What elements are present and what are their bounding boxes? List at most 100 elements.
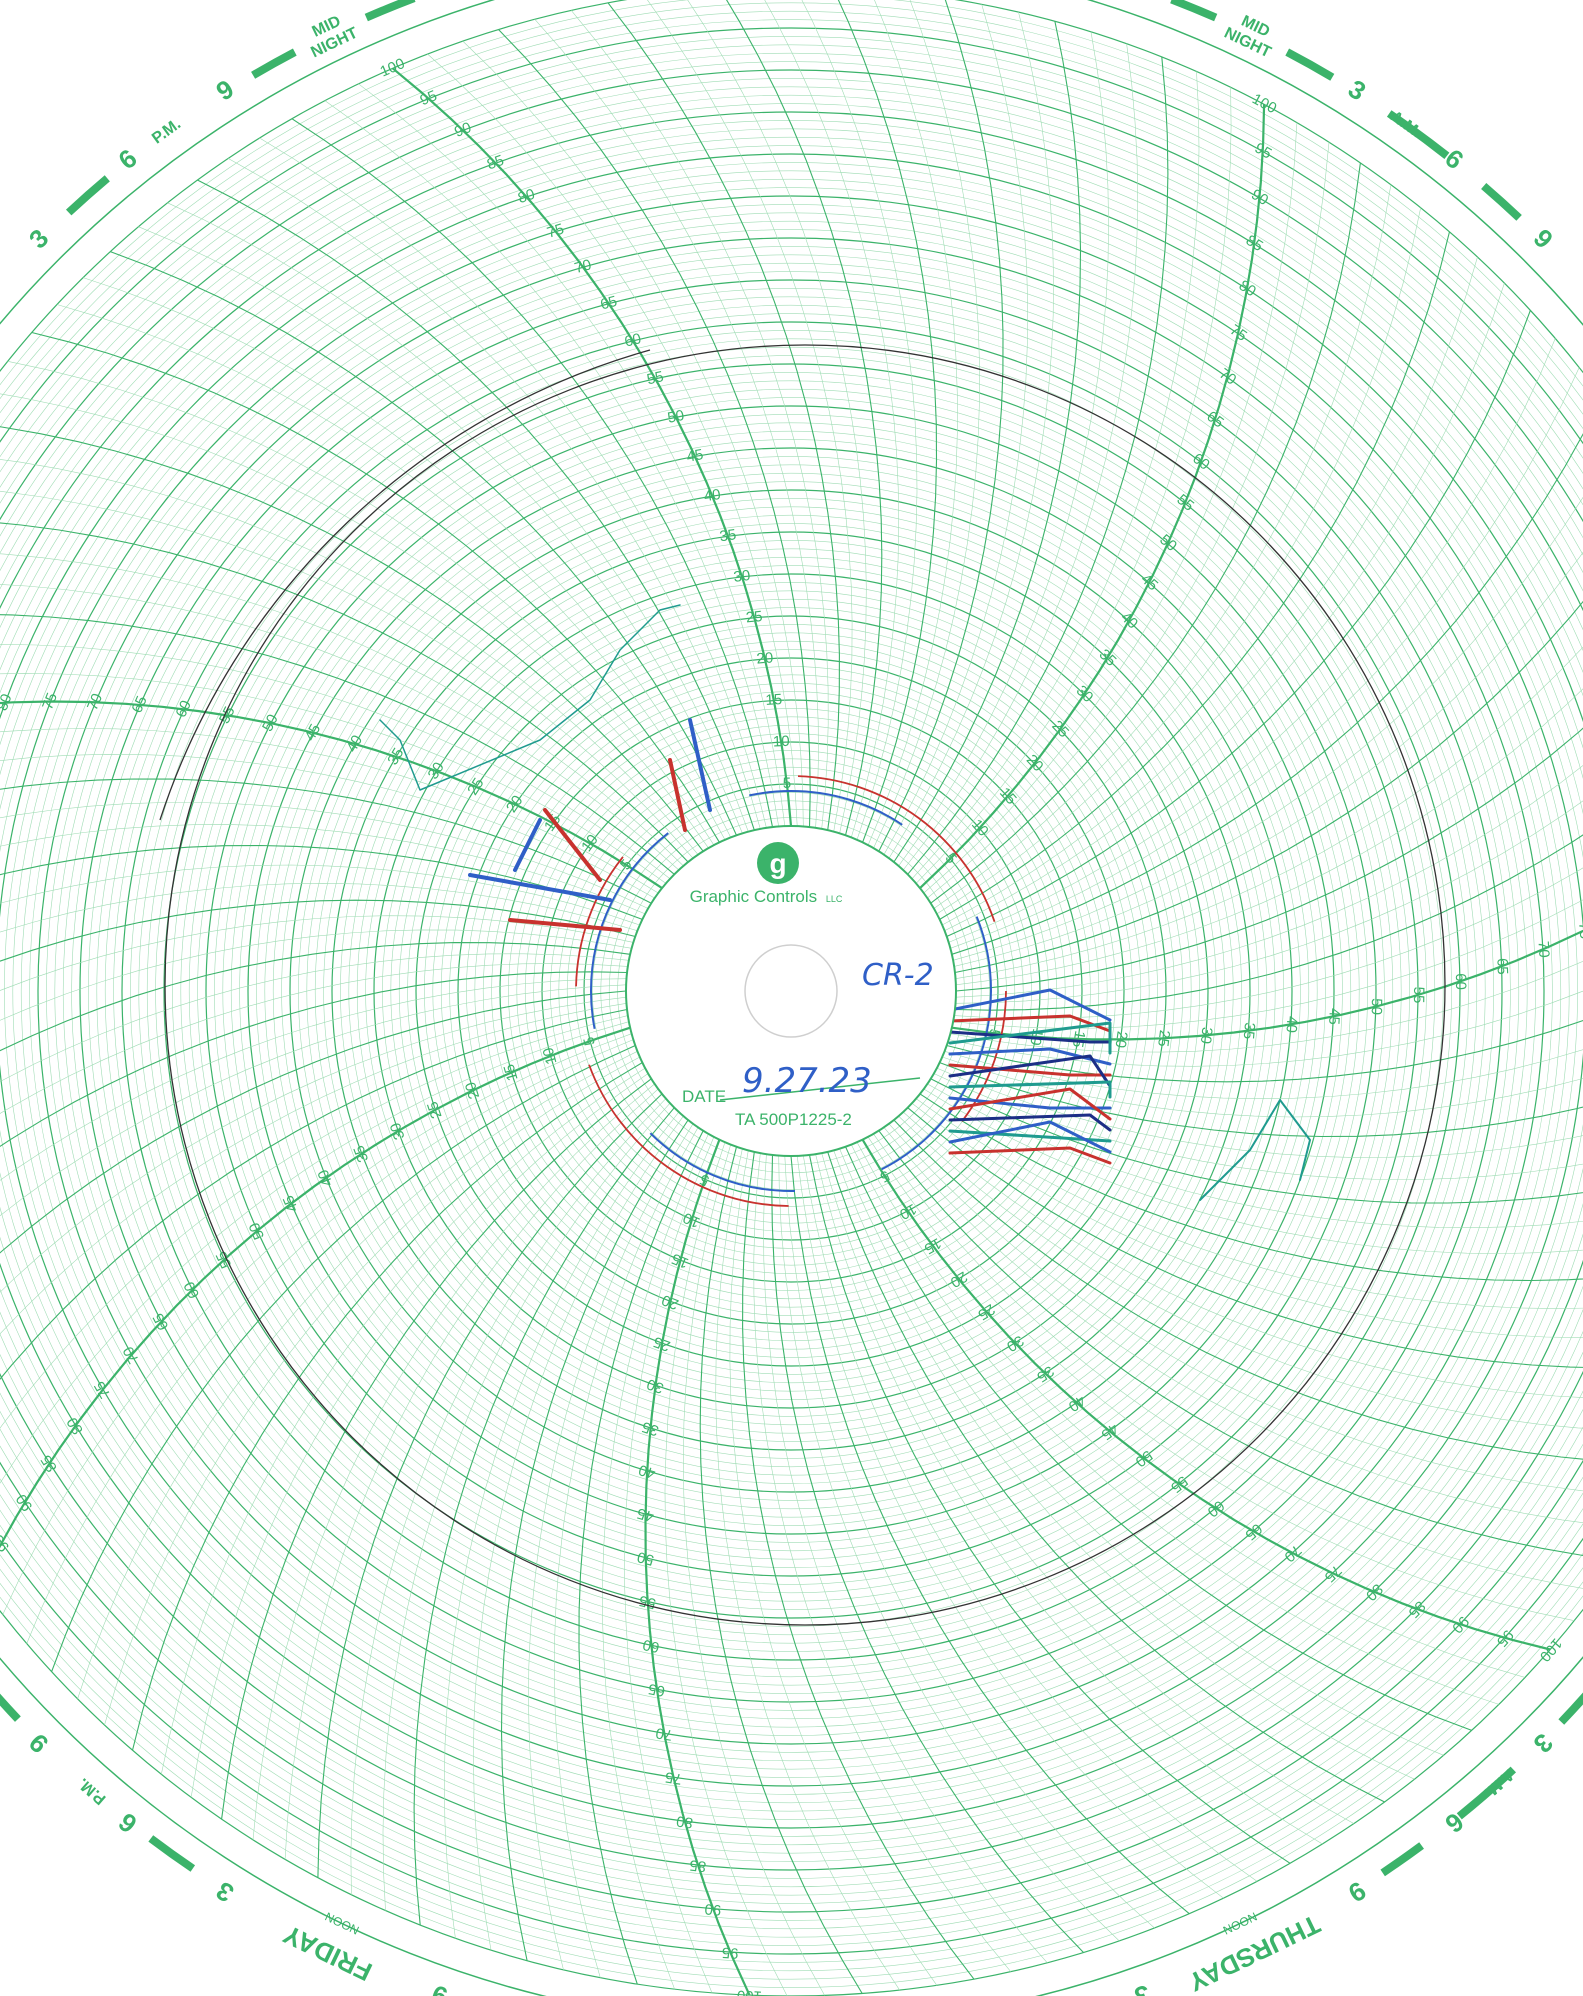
major-time-arc [413, 1107, 675, 1926]
minor-value-ring [0, 128, 1583, 1854]
minor-value-ring [0, 162, 1583, 1820]
rim-bar [1380, 1842, 1424, 1877]
minor-time-arc [0, 802, 649, 909]
pen-spike-trace [543, 808, 602, 882]
major-time-arc [955, 727, 1583, 992]
minor-time-arc [0, 864, 640, 926]
scale-tick-label: 5 [783, 775, 792, 792]
major-time-arc [0, 522, 689, 863]
major-value-ring [163, 363, 1419, 1619]
scale-tick-label: 5 [580, 1035, 599, 1047]
minor-value-ring [0, 53, 1583, 1929]
brand-suffix: LLC [826, 894, 843, 904]
minor-time-arc [803, 1155, 1258, 1882]
scale-tick-label: 15 [1069, 1029, 1089, 1048]
scale-tick-label: 55 [1410, 987, 1427, 1004]
minor-time-arc [856, 1142, 1526, 1678]
minor-value-ring [188, 388, 1394, 1594]
scale-tick-label: 30 [425, 759, 448, 782]
minor-time-arc [955, 765, 1583, 998]
scale-tick-label: 30 [645, 1375, 666, 1397]
minor-time-arc [104, 1056, 640, 1726]
major-time-arc [878, 0, 1004, 852]
minor-time-arc [382, 1103, 671, 1911]
minor-time-arc [0, 753, 655, 899]
major-value-ring [289, 489, 1293, 1493]
major-time-arc [725, 0, 883, 836]
noon-time-arc [391, 67, 793, 827]
scale-tick-label: 5 [985, 1027, 1003, 1039]
minor-time-arc [528, 1123, 694, 1970]
scale-tick-label: 65 [150, 1310, 173, 1333]
scale-tick-label: 10 [773, 733, 790, 751]
minor-time-arc [833, 1150, 1415, 1780]
scale-tick-label: 25 [745, 608, 763, 627]
scale-tick-label: 80 [516, 186, 537, 207]
minor-value-ring [424, 624, 1158, 1358]
major-value-ring [247, 447, 1335, 1535]
teal-pen-trace [1199, 1099, 1311, 1201]
minor-time-arc [784, 1155, 1155, 1929]
major-time-arc [907, 56, 1169, 875]
minor-value-ring [390, 590, 1192, 1392]
major-time-arc [0, 899, 636, 962]
minor-time-arc [26, 1039, 634, 1644]
hour-label: 9 [1131, 0, 1155, 3]
noon-time-arc [861, 1139, 1551, 1651]
scale-tick-label: 60 [172, 698, 194, 720]
minor-time-arc [763, 1154, 1048, 1963]
minor-time-arc [873, 0, 980, 849]
scale-tick-label: 20 [756, 649, 774, 667]
minor-time-arc [729, 1150, 938, 1986]
rim-bar [251, 48, 297, 79]
chart-hub: g Graphic Controls LLC DATE TA 500P1225-… [625, 825, 957, 1157]
major-value-ring [583, 783, 999, 1199]
minor-time-arc [948, 338, 1556, 943]
pen-stroke-trace [948, 1063, 1112, 1077]
scale-tick-label: 30 [733, 567, 752, 586]
scale-tick-label: 30 [1197, 1026, 1216, 1044]
scale-tick-label: 15 [765, 691, 783, 709]
minor-time-arc [0, 824, 646, 915]
rim-bar [1558, 1692, 1583, 1725]
scale-tick-label: 15 [669, 1250, 691, 1272]
hub-disc [626, 826, 956, 1156]
minor-time-arc [883, 4, 1029, 855]
major-time-arc [893, 1119, 1583, 1460]
scale-tick-label: 70 [573, 256, 594, 277]
scale-tick-label: 75 [545, 221, 566, 242]
scale-tick-label: 45 [280, 1193, 302, 1215]
minor-time-arc [851, 1144, 1499, 1705]
major-time-arc [500, 1119, 689, 1961]
minor-time-arc [553, 1127, 699, 1978]
part-number: TA 500P1225-2 [735, 1110, 852, 1129]
major-time-arc [954, 834, 1583, 1011]
pen-stroke-trace [948, 1030, 1112, 1044]
scale-tick-label: 80 [1236, 277, 1259, 300]
graphic-controls-logo-icon [757, 842, 799, 884]
minor-value-ring [508, 708, 1074, 1274]
minor-value-ring [0, 86, 1583, 1896]
minor-time-arc [821, 1153, 1355, 1824]
minor-time-arc [0, 553, 684, 867]
major-value-ring [0, 27, 1583, 1955]
minor-value-ring [62, 262, 1520, 1720]
minor-time-arc [915, 1098, 1583, 1309]
scale-tick-label: 25 [464, 775, 487, 798]
minor-time-arc [0, 490, 694, 859]
date-write-line [719, 1077, 921, 1101]
minor-time-arc [0, 728, 659, 894]
scale-tick-label: 45 [635, 1504, 656, 1525]
minor-time-arc [888, 12, 1054, 859]
minor-time-arc [955, 646, 1583, 979]
scale-tick-label: 45 [301, 721, 324, 744]
pen-stroke-trace [948, 988, 1112, 1022]
major-time-arc [0, 990, 627, 1254]
minor-value-ring [46, 246, 1536, 1736]
minor-value-ring [298, 498, 1284, 1484]
minor-value-ring [348, 548, 1234, 1434]
scale-tick-label: 75 [1575, 922, 1583, 940]
minor-time-arc [867, 1136, 1575, 1621]
minor-value-ring [340, 540, 1242, 1442]
